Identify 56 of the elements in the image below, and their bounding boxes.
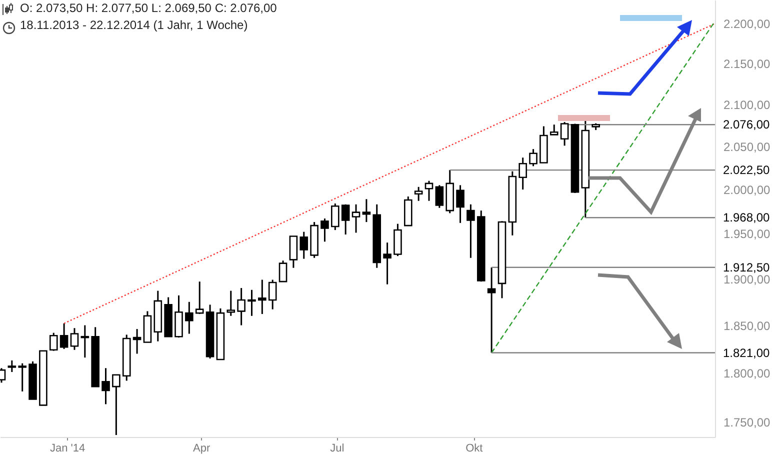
candlestick xyxy=(112,374,120,436)
x-tick-label: Jan '14 xyxy=(50,442,86,454)
candlestick xyxy=(18,362,26,392)
x-tick-label: Jul xyxy=(330,442,344,454)
annotation: 1.821,00 xyxy=(723,346,770,360)
candlestick xyxy=(195,280,204,315)
candlestick xyxy=(341,204,350,236)
candlestick xyxy=(352,204,360,234)
y-tick-label: 2.000,00 xyxy=(724,183,771,198)
y-tick-label: 1.900,00 xyxy=(724,272,771,286)
candlestick xyxy=(185,301,194,334)
candlestick xyxy=(487,266,496,354)
candlestick xyxy=(289,236,298,269)
candlestick xyxy=(550,124,558,136)
candlestick xyxy=(237,287,246,326)
y-tick-label: 2.050,00 xyxy=(724,140,771,154)
y-tick-label: 1.950,00 xyxy=(724,227,771,242)
candlestick xyxy=(435,184,444,209)
candlestick xyxy=(268,278,277,310)
candlestick xyxy=(278,260,288,282)
candlestick xyxy=(331,202,340,231)
candlestick xyxy=(529,148,538,167)
candlestick xyxy=(49,332,58,352)
x-tick-label: Apr xyxy=(193,442,210,454)
candlestick xyxy=(70,327,79,351)
candlestick xyxy=(102,367,110,405)
candlestick xyxy=(466,204,475,259)
candlestick xyxy=(132,328,142,354)
candlestick xyxy=(80,324,90,358)
candlestick xyxy=(258,278,266,315)
y-tick-label: 1.800,00 xyxy=(724,366,771,380)
chart-title: O: 2.073,50 H: 2.077,50 L: 2.069,50 C: 2.076,00 xyxy=(19,0,277,17)
y-tick-label: 2.100,00 xyxy=(724,98,771,112)
candlestick xyxy=(248,289,256,317)
candlestick xyxy=(424,180,434,202)
candlestick xyxy=(383,242,392,286)
annotation: 2.076,00 xyxy=(723,118,770,132)
y-tick-label: 1.750,00 xyxy=(724,416,771,430)
candlestick xyxy=(518,156,527,190)
candlestick xyxy=(414,186,423,202)
annotation: 1.968,00 xyxy=(723,210,770,225)
x-tick-label: Okt xyxy=(466,442,483,454)
candlestick xyxy=(60,322,68,350)
annotation: 1.912,50 xyxy=(723,260,770,274)
y-tick-label: 2.200,00 xyxy=(724,17,771,32)
candlestick xyxy=(362,198,371,223)
candlestick xyxy=(226,290,236,317)
candlestick xyxy=(8,360,16,373)
candlestick xyxy=(300,231,308,260)
candlestick xyxy=(560,121,569,146)
y-tick-label: 2.150,00 xyxy=(724,57,771,72)
text: 18.11.2013 - 22.12.2014 (1 Jahr, 1 Woche) xyxy=(19,17,249,34)
y-tick-label: 1.850,00 xyxy=(724,318,771,333)
candlestick xyxy=(456,184,464,224)
candlestick xyxy=(320,218,329,242)
annotation: 2.022,50 xyxy=(723,163,770,178)
